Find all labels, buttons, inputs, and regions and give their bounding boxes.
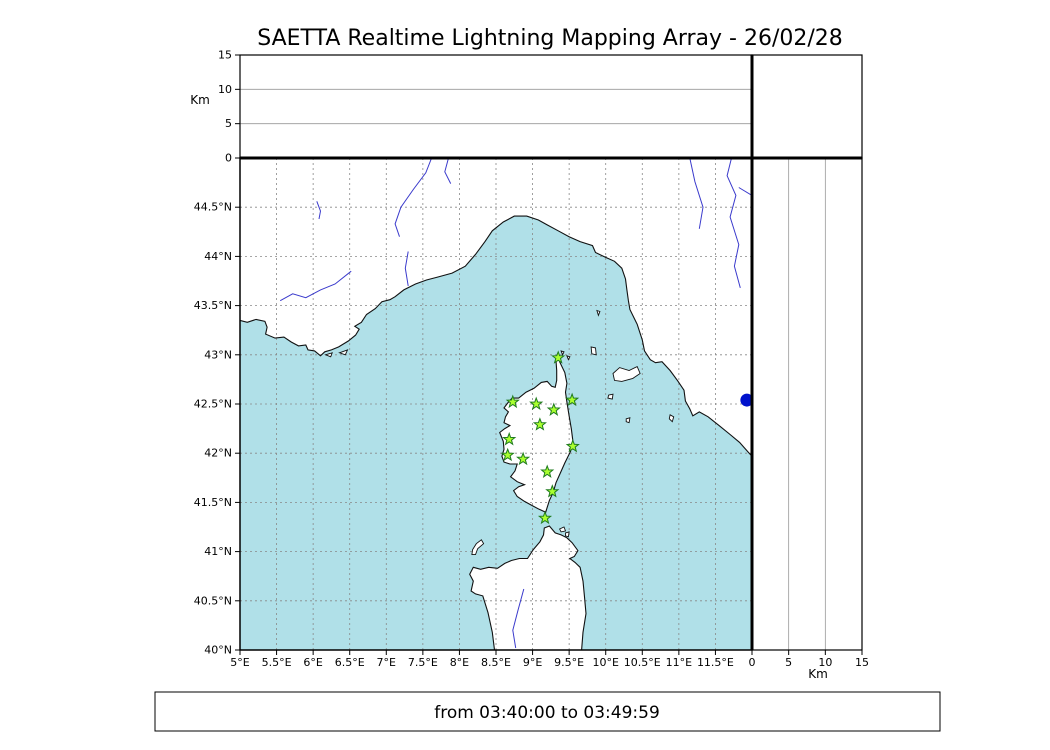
y-tick-label: 42°N	[204, 447, 232, 460]
time-range-box	[154, 691, 941, 732]
time-range-label: from 03:40:00 to 03:49:59	[434, 703, 660, 723]
island	[625, 417, 631, 424]
altitude-tick-label-top: 10	[218, 83, 232, 96]
sardinia-coastline	[469, 525, 587, 650]
sensor-station-marker	[540, 464, 555, 478]
island	[607, 393, 614, 400]
altitude-panel-top-bg	[240, 55, 752, 158]
altitude-unit-label-top: Km	[190, 93, 210, 107]
sensor-station-marker	[502, 431, 517, 446]
island	[560, 350, 565, 356]
sensor-station-marker	[546, 402, 561, 416]
corner-panel-bg	[752, 55, 862, 158]
sensor-station-marker	[500, 447, 515, 462]
sensor-station-marker	[537, 510, 553, 525]
mainland-coastline	[240, 215, 752, 457]
sensor-station-marker	[505, 394, 520, 409]
altitude-tick-label-right: 5	[785, 656, 792, 669]
river	[404, 251, 409, 286]
y-tick-label: 40.5°N	[194, 594, 232, 607]
island	[596, 309, 601, 317]
x-tick-label: 10.5°E	[624, 656, 661, 669]
island	[566, 355, 571, 361]
x-tick-label: 7°E	[377, 656, 396, 669]
island	[612, 365, 641, 382]
sensor-station-marker	[532, 417, 547, 431]
river	[316, 201, 322, 220]
sensor-station-marker	[529, 396, 544, 411]
x-tick-label: 6°E	[303, 656, 322, 669]
mainland-landmass	[240, 158, 752, 457]
altitude-tick-label-right: 15	[855, 656, 869, 669]
river	[738, 187, 752, 196]
page-title: SAETTA Realtime Lightning Mapping Array …	[257, 26, 843, 51]
x-tick-label: 10°E	[592, 656, 618, 669]
altitude-unit-label-right: Km	[808, 667, 828, 681]
y-tick-label: 44.5°N	[194, 201, 232, 214]
altitude-panel-right-bg	[752, 158, 862, 650]
altitude-tick-label-right: 10	[818, 656, 832, 669]
island	[558, 526, 567, 533]
sensor-station-marker	[545, 484, 560, 498]
altitude-tick-label-top: 15	[218, 49, 232, 62]
river	[512, 588, 525, 649]
y-tick-label: 43°N	[204, 348, 232, 361]
y-tick-label: 41°N	[204, 545, 232, 558]
y-tick-label: 44°N	[204, 250, 232, 263]
x-tick-label: 6.5°E	[335, 656, 365, 669]
altitude-tick-label-right: 0	[749, 656, 756, 669]
altitude-tick-label-top: 0	[225, 152, 232, 165]
altitude-panels	[239, 54, 863, 651]
map-panel	[240, 158, 752, 650]
x-tick-label: 7.5°E	[408, 656, 438, 669]
sensor-station-marker	[516, 451, 531, 466]
sensor-station-marker	[551, 350, 566, 364]
x-tick-label: 8.5°E	[481, 656, 511, 669]
river	[689, 158, 704, 229]
y-tick-label: 43.5°N	[194, 299, 232, 312]
x-tick-label: 11.5°E	[697, 656, 734, 669]
x-tick-label: 9°E	[523, 656, 542, 669]
x-tick-label: 9.5°E	[554, 656, 584, 669]
y-tick-label: 42.5°N	[194, 398, 232, 411]
y-tick-label: 41.5°N	[194, 496, 232, 509]
river	[279, 270, 352, 302]
sensor-station-marker	[565, 392, 580, 407]
river	[394, 158, 433, 237]
river	[726, 158, 741, 289]
island	[338, 349, 349, 356]
corsica-landmass	[499, 353, 573, 513]
x-tick-label: 5°E	[230, 656, 249, 669]
river	[444, 158, 452, 184]
axes: 5°E 5.5°E 6°E 6.5°E 7°E 7.5°E 8°E 8.5°E 9°E 9.5°E…	[194, 49, 869, 670]
x-tick-label: 11°E	[666, 656, 692, 669]
island	[565, 531, 570, 538]
island	[668, 414, 675, 423]
sensor-station-marker	[565, 438, 580, 453]
x-tick-label: 5.5°E	[262, 656, 292, 669]
altitude-tick-label-top: 5	[225, 117, 232, 130]
y-tick-label: 40°N	[204, 644, 232, 657]
sardinia-landmass	[469, 526, 586, 650]
island	[590, 346, 597, 356]
island	[324, 352, 333, 358]
island	[471, 539, 485, 556]
x-tick-label: 8°E	[450, 656, 469, 669]
lightning-source-dot	[740, 393, 752, 407]
